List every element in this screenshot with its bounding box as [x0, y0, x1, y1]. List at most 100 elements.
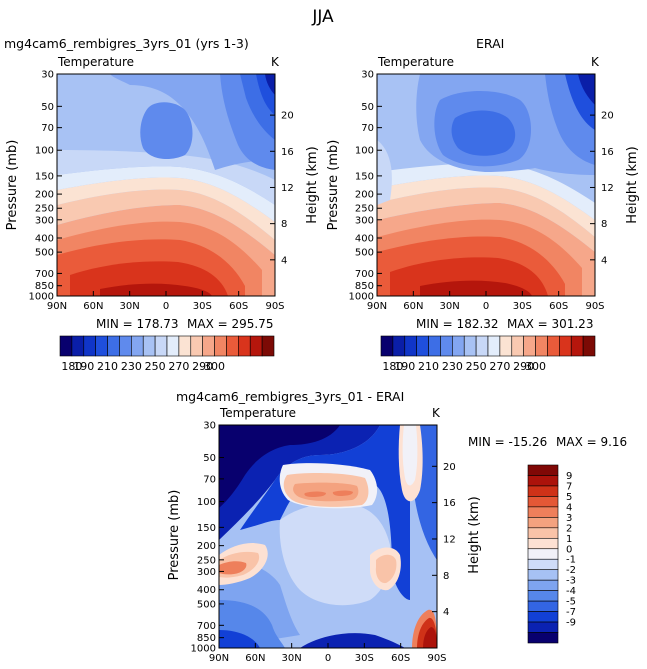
diff-colorbar-swatch	[527, 569, 559, 581]
model-x-tick-label: 0	[163, 301, 169, 312]
diff-height-tick-label: 12	[443, 534, 456, 545]
model-band-170	[265, 74, 275, 95]
diff-colorbar-label: -2	[566, 565, 576, 576]
model-height-tick-label: 16	[281, 147, 294, 158]
diff-colorbar-swatch	[527, 621, 559, 633]
colorbar-swatch	[428, 335, 441, 357]
colorbar-label: 190	[394, 360, 415, 373]
diff-colorbar-swatch	[527, 485, 559, 497]
colorbar-label: 300	[204, 360, 225, 373]
model-max-text: MAX = 295.75	[187, 317, 273, 331]
obs-y-tick-label: 500	[355, 248, 374, 259]
obs-y-tick-label: 850	[355, 281, 374, 292]
diff-colorbar-swatch	[527, 464, 559, 476]
colorbar-swatch	[95, 335, 108, 357]
model-y-tick-label: 70	[41, 123, 54, 134]
colorbar-swatch	[107, 335, 120, 357]
diff-colorbar-label: -1	[566, 555, 576, 566]
diff-x-tick-label: 30N	[282, 653, 302, 664]
colorbar-swatch	[71, 335, 85, 357]
diff-height-tick-label: 20	[443, 462, 456, 473]
obs-axes: 90N 60N 30N 0 30S 60S 90S 30 50 70 100 150 200 250300…	[349, 70, 614, 313]
obs-variable-label: Temperature	[377, 55, 454, 69]
model-x-tick-label: 30S	[193, 301, 212, 312]
colorbar-swatch	[547, 335, 560, 357]
diff-colorbar-label: -7	[566, 607, 576, 618]
obs-y-tick-label: 400	[355, 233, 374, 244]
model-contour-field	[57, 74, 275, 296]
diff-band-pos3	[304, 490, 353, 497]
colorbar-swatch	[570, 335, 584, 357]
obs-x-tick-label: 90S	[585, 301, 604, 312]
diff-colorbar-label: 5	[566, 492, 572, 503]
obs-height-tick-label: 12	[601, 183, 614, 194]
diff-band-neg8-bottom	[300, 633, 405, 648]
model-y-tick-label: 700	[35, 269, 54, 280]
colorbar-swatch	[131, 335, 144, 357]
diff-colorbar-label: 9	[566, 471, 572, 482]
diff-band-neg9	[219, 425, 340, 508]
colorbar-swatch	[499, 335, 513, 357]
model-axes: 90N 60N 30N 0 30S 60S 90S 30 50 70 100 150 200 250300…	[29, 70, 294, 313]
diff-band-neutral	[279, 503, 391, 606]
diff-y-tick-label: 400	[197, 585, 216, 596]
colorbar-swatch	[404, 335, 417, 357]
obs-band-240	[377, 175, 595, 237]
diff-y-tick-label: 300	[197, 567, 216, 578]
colorbar-swatch	[119, 335, 132, 357]
colorbar-label: 300	[525, 360, 546, 373]
diff-height-tick-label: 4	[443, 607, 449, 618]
diff-band-mid-left-3	[219, 561, 247, 575]
diff-colorbar-swatch	[527, 475, 559, 487]
diff-y-tick-label: 100	[197, 497, 216, 508]
colorbar-swatch	[392, 335, 406, 357]
diff-band-right-column-2	[402, 425, 418, 486]
colorbar-swatch	[416, 335, 429, 357]
obs-y-tick-label: 200	[355, 190, 374, 201]
model-y-tick-label: 1000	[29, 292, 54, 303]
diff-x-tick-label: 30S	[355, 653, 374, 664]
colorbar-swatch	[511, 335, 524, 357]
model-band-240	[57, 177, 275, 240]
obs-y-tick-label: 30	[361, 70, 374, 81]
colorbar-label: 290	[513, 360, 534, 373]
obs-y-tick-label: 700	[355, 269, 374, 280]
diff-band-neg6	[240, 425, 410, 600]
model-x-tick-label: 90N	[47, 301, 67, 312]
model-y-tick-label: 30	[41, 70, 54, 81]
colorbar-swatch	[214, 335, 227, 357]
colorbar-label: 270	[489, 360, 510, 373]
colorbar-swatch	[202, 335, 215, 357]
colorbar-label: 230	[442, 360, 463, 373]
obs-band-low-lat	[377, 140, 392, 205]
colorbar-swatch	[178, 335, 192, 357]
obs-band-230	[377, 163, 595, 220]
model-y-tick-label: 400	[35, 233, 54, 244]
diff-colorbar-swatch	[527, 537, 559, 550]
diff-ylabel: Pressure (mb)	[167, 490, 182, 581]
colorbar-swatch	[59, 335, 73, 357]
obs-height-tick-label: 8	[601, 219, 607, 230]
diff-y-tick-label: 30	[203, 421, 216, 432]
diff-height-tick-label: 8	[443, 571, 449, 582]
obs-x-tick-label: 0	[483, 301, 489, 312]
colorbar-label: 180	[61, 360, 82, 373]
diff-panel: mg4cam6_rembigres_3yrs_01 - ERAI Tempera…	[167, 389, 627, 664]
colorbar-swatch	[226, 335, 239, 357]
diff-max-text: MAX = 9.16	[556, 435, 627, 449]
colorbar-swatch	[142, 335, 156, 357]
diff-variable-label: Temperature	[219, 406, 296, 420]
model-y-tick-label: 250	[35, 204, 54, 215]
model-units-label: K	[271, 55, 280, 69]
model-y-tick-label: 150	[35, 171, 54, 182]
diff-colorbar-label: -9	[566, 618, 576, 629]
model-y-tick-label: 850	[35, 281, 54, 292]
obs-y-tick-label: 1000	[349, 292, 374, 303]
diff-colorbar-label: 1	[566, 534, 572, 545]
diff-colorbar-label: 3	[566, 513, 572, 524]
model-y-tick-label: 200	[35, 190, 54, 201]
diff-band-neg6b	[219, 630, 260, 648]
diff-colorbar-swatch	[527, 558, 559, 571]
